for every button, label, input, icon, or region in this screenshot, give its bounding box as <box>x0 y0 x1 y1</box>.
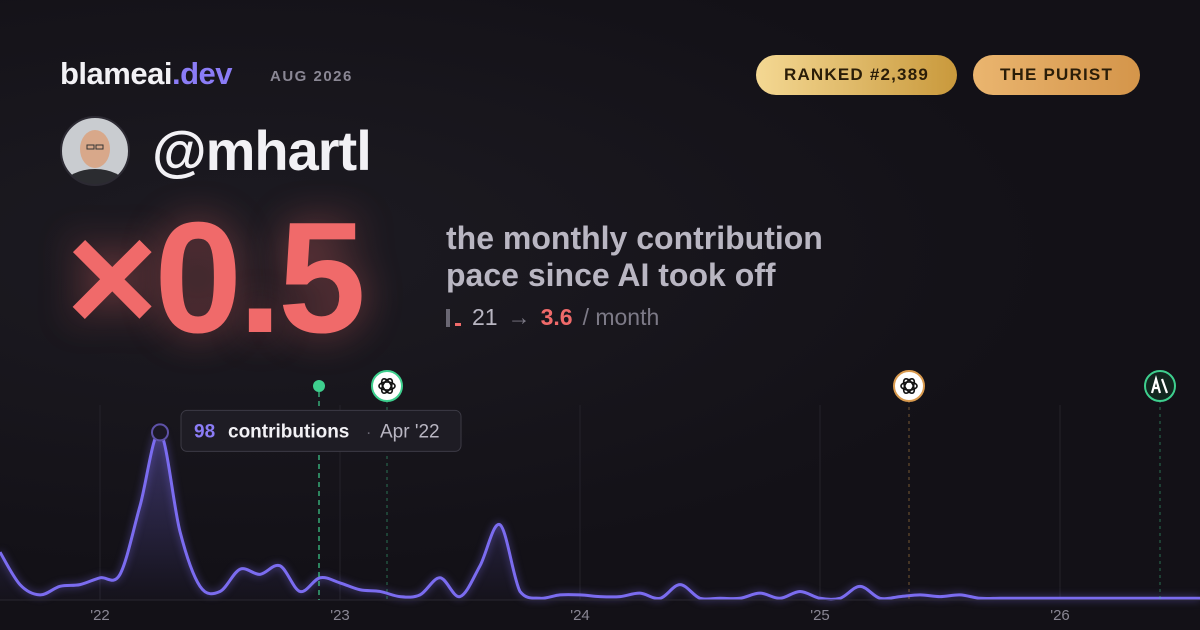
brand-name: blameai <box>60 56 172 91</box>
after-value: 3.6 <box>540 304 573 330</box>
x-tick-label: '25 <box>810 607 830 624</box>
before-value: 21 <box>472 304 498 330</box>
openai-icon <box>371 370 403 402</box>
area <box>0 432 1200 600</box>
avatar <box>60 116 130 186</box>
arrow: → <box>507 304 531 330</box>
openai-icon <box>893 370 925 402</box>
tooltip-label: contributions <box>228 421 349 442</box>
description: the monthly contribution <box>446 220 823 256</box>
line <box>0 430 1200 601</box>
handle: @mhartl <box>152 119 372 182</box>
stats-icon <box>446 308 461 327</box>
report-date: AUG 2026 <box>270 68 353 85</box>
tooltip-separator: · <box>366 424 371 441</box>
x-tick-label: '23 <box>330 607 350 624</box>
brand-tld: .dev <box>171 56 233 91</box>
tooltip <box>180 409 462 452</box>
x-tick-label: '26 <box>1050 607 1070 624</box>
unit: / month <box>582 304 660 330</box>
anthropic-icon <box>1144 370 1176 402</box>
x-tick-label: '22 <box>90 607 110 624</box>
tooltip-value: 98 <box>194 421 215 442</box>
multiplier: ×0.5 <box>66 190 366 366</box>
stats: 21 → 3.6 / month <box>446 304 659 331</box>
event-dot <box>313 380 325 392</box>
peak-marker <box>151 423 169 442</box>
persona-badge: THE PURIST <box>973 55 1140 95</box>
description: pace since AI took off <box>446 257 776 293</box>
tooltip-date: Apr '22 <box>380 421 440 442</box>
x-tick-label: '24 <box>570 607 590 624</box>
brand: blameai.dev <box>60 56 232 92</box>
rank-badge: RANKED #2,389 <box>756 55 957 95</box>
